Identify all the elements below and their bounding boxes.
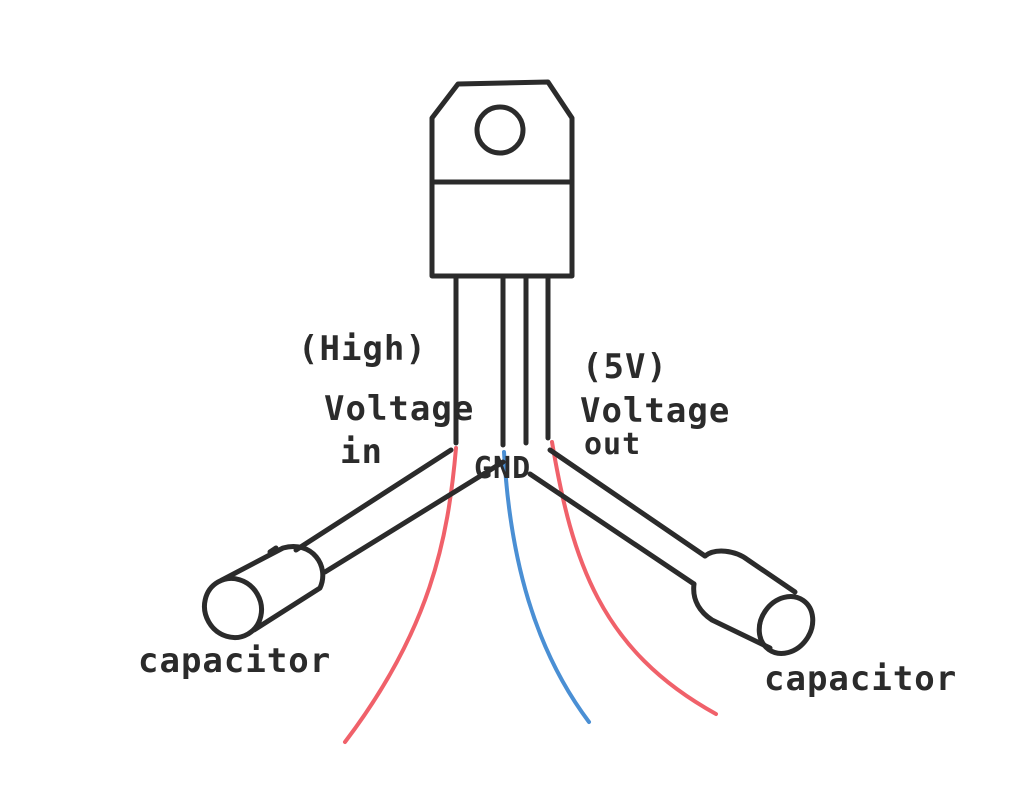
ground-wire: [502, 450, 591, 724]
voltage-out-label-1: Voltage: [580, 391, 730, 431]
mounting-hole: [474, 104, 526, 156]
capacitor-right-label: capacitor: [764, 659, 957, 699]
right-capacitor-leads: [527, 447, 708, 587]
pin-ground: [500, 274, 529, 448]
left-capacitor-band: [267, 545, 279, 555]
five-v-label: (5V): [582, 347, 668, 387]
left-capacitor-leads: [293, 447, 506, 575]
voltage-in-label-1: Voltage: [324, 389, 474, 429]
left-capacitor-body: [219, 544, 326, 633]
output-wire: [550, 440, 718, 716]
regulator-tab: [429, 79, 575, 185]
regulator-body: [429, 179, 575, 279]
capacitor-left-label: capacitor: [138, 641, 331, 681]
gnd-label: GND: [474, 451, 531, 486]
right-capacitor: [691, 548, 816, 656]
pins: [453, 274, 551, 448]
high-label: (High): [298, 329, 427, 369]
voltage-in-label-2: in: [340, 432, 383, 472]
left-capacitor-end: [201, 575, 265, 641]
regulator: [429, 79, 575, 279]
right-capacitor-body: [691, 548, 798, 651]
voltage-out-label-2: out: [584, 427, 641, 462]
left-capacitor: [201, 544, 326, 641]
right-capacitor-end: [756, 594, 816, 656]
input-wire: [343, 446, 458, 744]
